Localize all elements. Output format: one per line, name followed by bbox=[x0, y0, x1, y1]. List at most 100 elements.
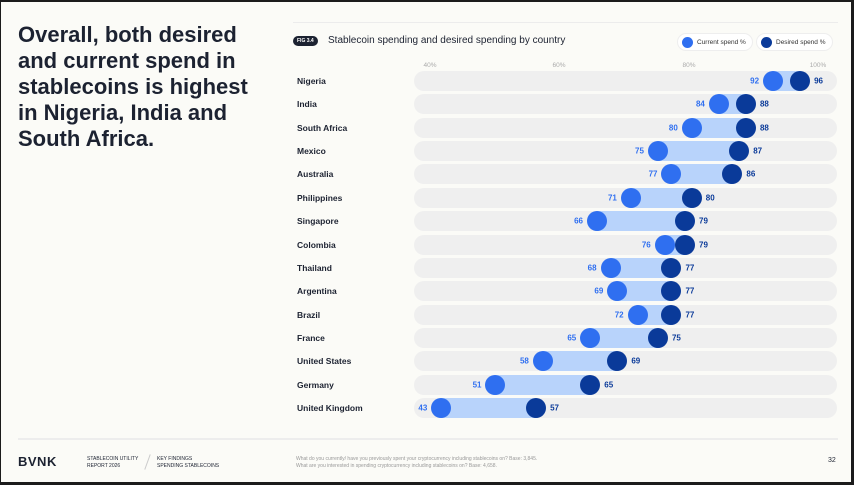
country-label: Mexico bbox=[297, 146, 326, 157]
divider bbox=[293, 22, 838, 23]
section-line: SPENDING STABLECOINS bbox=[157, 463, 220, 469]
current-dot bbox=[681, 117, 702, 138]
current-value-label: 58 bbox=[519, 356, 529, 366]
desired-value-label: 86 bbox=[746, 169, 756, 179]
report-line: STABLECOIN UTILITY bbox=[87, 456, 139, 462]
desired-dot bbox=[675, 211, 696, 232]
range-bar bbox=[590, 327, 658, 348]
current-value-label: 66 bbox=[574, 216, 584, 226]
separator bbox=[144, 454, 151, 470]
legend-current-swatch bbox=[682, 36, 693, 48]
current-value-label: 76 bbox=[641, 240, 651, 250]
x-tick: 60% bbox=[552, 62, 566, 69]
range-bar bbox=[597, 211, 686, 232]
country-label: Germany bbox=[297, 379, 334, 390]
desired-value-label: 88 bbox=[759, 99, 769, 109]
chart-title: Stablecoin spending and desired spending… bbox=[328, 35, 566, 46]
current-dot bbox=[620, 187, 641, 208]
desired-value-label: 79 bbox=[699, 216, 708, 226]
desired-value-label: 80 bbox=[705, 193, 715, 203]
legend-desired-label: Desired spend % bbox=[776, 38, 826, 46]
country-label: United States bbox=[297, 356, 352, 367]
desired-value-label: 57 bbox=[550, 403, 559, 413]
current-value-label: 43 bbox=[418, 403, 428, 413]
report-name: STABLECOIN UTILITY REPORT 2026 bbox=[87, 456, 138, 470]
range-bar bbox=[617, 281, 672, 302]
desired-dot bbox=[729, 141, 750, 162]
range-bar bbox=[630, 187, 692, 208]
legend-desired: Desired spend % bbox=[756, 33, 833, 51]
current-dot bbox=[485, 374, 506, 395]
range-bar bbox=[441, 398, 537, 419]
desired-dot bbox=[722, 164, 743, 185]
desired-dot bbox=[661, 257, 682, 278]
desired-value-label: 77 bbox=[685, 310, 695, 320]
country-label: India bbox=[297, 99, 317, 110]
desired-dot bbox=[607, 351, 628, 372]
current-value-label: 80 bbox=[668, 123, 678, 133]
divider bbox=[18, 438, 838, 440]
desired-value-label: 77 bbox=[685, 263, 695, 273]
range-bar bbox=[691, 117, 746, 138]
desired-dot bbox=[681, 187, 702, 208]
country-label: Brazil bbox=[297, 309, 321, 320]
country-label: Philippines bbox=[297, 192, 343, 203]
bar-track bbox=[414, 304, 837, 325]
desired-dot bbox=[735, 94, 756, 115]
bar-track bbox=[414, 117, 837, 138]
current-value-label: 51 bbox=[472, 380, 482, 390]
range-bar bbox=[495, 374, 591, 395]
current-value-label: 72 bbox=[614, 310, 624, 320]
range-bar bbox=[657, 141, 740, 162]
bar-track bbox=[414, 164, 837, 185]
country-label: France bbox=[297, 332, 325, 343]
current-dot bbox=[431, 398, 452, 419]
current-dot bbox=[647, 141, 668, 162]
desired-dot bbox=[526, 398, 547, 419]
current-dot bbox=[587, 211, 608, 232]
desired-dot bbox=[675, 234, 696, 255]
country-label: South Africa bbox=[297, 122, 348, 133]
section-line: KEY FINDINGS bbox=[157, 456, 193, 462]
country-label: Argentina bbox=[297, 286, 337, 297]
range-bar bbox=[671, 164, 733, 185]
desired-dot bbox=[661, 304, 682, 325]
section-name: KEY FINDINGS SPENDING STABLECOINS bbox=[157, 456, 219, 470]
desired-value-label: 88 bbox=[759, 123, 769, 133]
desired-value-label: 96 bbox=[814, 76, 824, 86]
bvnk-logo: BVNK bbox=[18, 454, 57, 469]
current-value-label: 75 bbox=[635, 146, 644, 156]
figure-badge: FIG 3.4 bbox=[293, 36, 318, 46]
country-label: Singapore bbox=[297, 216, 339, 227]
page-number: 32 bbox=[828, 457, 836, 464]
country-label: Nigeria bbox=[297, 76, 326, 86]
desired-dot bbox=[647, 327, 668, 348]
range-bar bbox=[610, 257, 672, 278]
current-dot bbox=[600, 257, 621, 278]
current-value-label: 69 bbox=[594, 286, 604, 296]
current-value-label: 65 bbox=[567, 333, 577, 343]
current-dot bbox=[763, 71, 784, 91]
report-line: REPORT 2026 bbox=[87, 463, 121, 469]
desired-value-label: 65 bbox=[604, 380, 614, 390]
current-dot bbox=[532, 351, 553, 372]
country-label: United Kingdom bbox=[297, 403, 363, 414]
current-dot bbox=[661, 164, 682, 185]
desired-value-label: 75 bbox=[671, 333, 681, 343]
desired-value-label: 87 bbox=[753, 146, 763, 156]
bar-track bbox=[414, 234, 837, 255]
legend-current: Current spend % bbox=[677, 33, 753, 51]
legend-desired-swatch bbox=[761, 36, 772, 48]
current-value-label: 71 bbox=[607, 193, 617, 203]
bar-track bbox=[414, 71, 837, 91]
page-title: Overall, both desired and current spend … bbox=[18, 22, 248, 151]
current-dot bbox=[607, 281, 628, 302]
current-value-label: 84 bbox=[695, 99, 705, 109]
desired-dot bbox=[735, 117, 756, 138]
range-bar bbox=[542, 351, 618, 372]
country-label: Colombia bbox=[297, 239, 336, 250]
desired-value-label: 69 bbox=[631, 356, 641, 366]
country-label: Thailand bbox=[297, 262, 332, 273]
country-label: Australia bbox=[297, 169, 334, 180]
desired-value-label: 77 bbox=[685, 286, 695, 296]
